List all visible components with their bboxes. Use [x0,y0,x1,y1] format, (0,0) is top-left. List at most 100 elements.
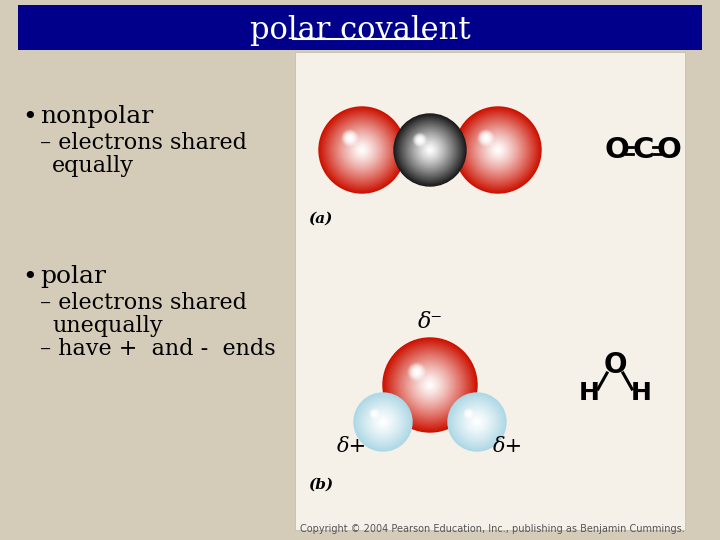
Circle shape [325,113,399,186]
Circle shape [462,407,492,437]
Circle shape [482,134,514,166]
Circle shape [359,397,408,447]
Circle shape [418,137,423,143]
Circle shape [420,140,440,160]
Circle shape [426,145,434,154]
Circle shape [372,411,377,416]
Circle shape [478,130,494,146]
Circle shape [371,410,379,418]
Circle shape [323,111,401,188]
Circle shape [373,412,377,415]
Circle shape [335,123,389,177]
Circle shape [477,130,518,171]
Circle shape [375,414,391,430]
Circle shape [319,107,405,193]
Circle shape [396,116,464,184]
Circle shape [464,117,531,183]
Circle shape [477,129,520,172]
Circle shape [482,134,490,142]
Circle shape [480,132,516,168]
Circle shape [413,133,426,146]
Circle shape [466,411,472,417]
Circle shape [496,148,500,152]
Circle shape [409,364,451,406]
Circle shape [456,108,540,192]
Circle shape [402,122,458,178]
Circle shape [465,410,472,417]
Circle shape [448,393,506,451]
Circle shape [464,410,473,418]
Circle shape [407,126,454,173]
Circle shape [413,367,448,403]
Text: – electrons shared: – electrons shared [40,132,247,154]
Circle shape [492,144,505,157]
Circle shape [371,410,379,417]
Circle shape [377,416,389,428]
Circle shape [429,149,431,151]
Circle shape [467,119,529,181]
Circle shape [397,118,462,183]
Circle shape [358,146,366,154]
Circle shape [341,130,382,171]
Circle shape [419,139,441,161]
Circle shape [467,411,472,416]
Circle shape [410,365,450,405]
Circle shape [358,396,408,447]
Circle shape [352,140,372,160]
Circle shape [401,121,459,179]
Circle shape [387,343,472,427]
Circle shape [398,353,462,417]
Circle shape [479,131,493,145]
Text: H: H [631,381,652,405]
Circle shape [346,134,378,166]
Circle shape [469,415,485,429]
Circle shape [356,395,410,449]
Circle shape [449,394,505,450]
Circle shape [468,120,528,180]
Circle shape [424,379,436,391]
Circle shape [418,138,422,142]
Circle shape [369,408,397,436]
Circle shape [371,410,395,434]
Circle shape [460,112,536,187]
Circle shape [462,114,534,185]
Circle shape [490,141,507,159]
Circle shape [469,414,485,430]
Circle shape [343,132,380,168]
Circle shape [486,138,510,162]
Circle shape [370,409,396,435]
Text: Copyright © 2004 Pearson Education, Inc., publishing as Benjamin Cummings.: Copyright © 2004 Pearson Education, Inc.… [300,524,685,534]
Circle shape [423,144,436,156]
Circle shape [459,404,495,440]
Circle shape [395,350,465,420]
Circle shape [492,145,503,156]
Circle shape [484,136,488,140]
Circle shape [472,417,482,427]
Text: •: • [22,105,37,129]
Circle shape [422,142,438,158]
Circle shape [415,136,425,145]
Circle shape [333,121,391,179]
Circle shape [458,110,538,190]
Circle shape [413,368,421,376]
Circle shape [323,110,402,190]
Circle shape [380,419,386,425]
Circle shape [403,358,457,412]
Circle shape [485,137,487,139]
Circle shape [348,137,351,139]
Circle shape [483,135,513,165]
Circle shape [411,131,449,169]
Circle shape [378,417,388,427]
Circle shape [454,400,500,444]
Circle shape [464,409,490,435]
Circle shape [418,139,421,141]
Text: δ+: δ+ [337,437,367,456]
Circle shape [336,124,388,176]
Circle shape [470,415,484,429]
Circle shape [381,420,385,424]
Circle shape [454,399,500,445]
Circle shape [355,394,411,450]
Circle shape [366,404,400,440]
Circle shape [367,406,399,438]
Circle shape [414,134,446,166]
